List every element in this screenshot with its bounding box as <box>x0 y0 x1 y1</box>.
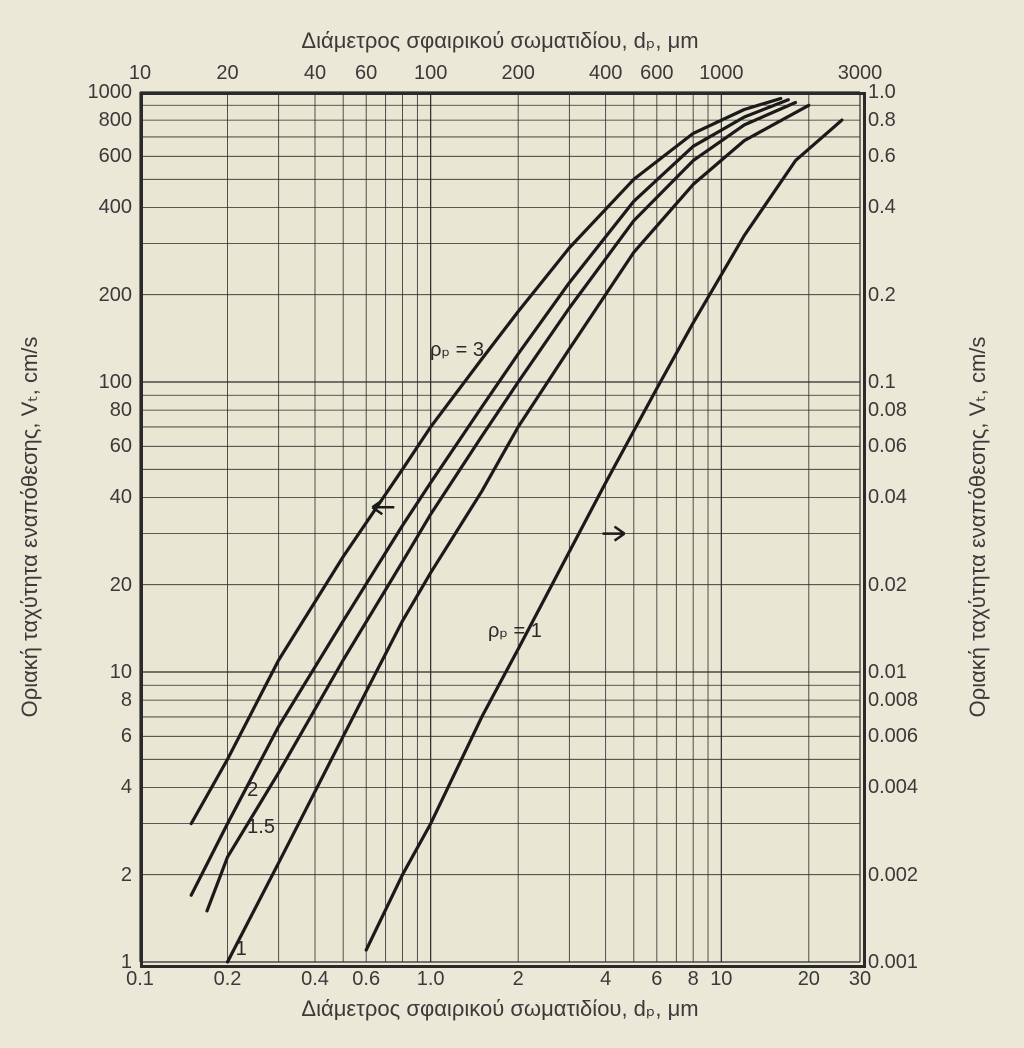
tick-label: 600 <box>99 145 132 168</box>
tick-label: 200 <box>99 284 132 307</box>
tick-label: 200 <box>501 62 534 85</box>
tick-label: 1.0 <box>417 968 445 991</box>
chart-container: Διάμετρος σφαιρικού σωματιδίου, dₚ, μm Δ… <box>0 0 1024 1048</box>
tick-label: 0.4 <box>868 196 896 219</box>
curve-label-rho_1_right: ρₚ = 1 <box>488 618 542 643</box>
tick-label: 1000 <box>88 81 133 104</box>
tick-label: 600 <box>640 62 673 85</box>
curve-rho_1_left <box>228 105 809 962</box>
arrow-left <box>372 500 394 514</box>
tick-label: 0.02 <box>868 574 907 597</box>
curve-label-rho_1_left: 1 <box>236 938 247 961</box>
tick-label: 100 <box>414 62 447 85</box>
tick-label: 0.1 <box>868 371 896 394</box>
tick-label: 10 <box>110 661 132 684</box>
curve-label-rho_1.5_left: 1.5 <box>247 816 275 839</box>
tick-label: 0.2 <box>214 968 242 991</box>
tick-label: 0.6 <box>868 145 896 168</box>
tick-label: 0.06 <box>868 435 907 458</box>
curve-rho_1.5_left <box>207 103 796 911</box>
tick-label: 1000 <box>699 62 744 85</box>
curve-rho_3_left <box>191 99 781 824</box>
tick-label: 40 <box>304 62 326 85</box>
tick-label: 60 <box>110 435 132 458</box>
tick-label: 0.008 <box>868 689 918 712</box>
tick-label: 1.0 <box>868 81 896 104</box>
tick-label: 60 <box>355 62 377 85</box>
curve-label-rho_3_left: ρₚ = 3 <box>430 337 484 362</box>
tick-label: 0.2 <box>868 284 896 307</box>
tick-label: 20 <box>798 968 820 991</box>
tick-label: 0.08 <box>868 399 907 422</box>
tick-label: 0.04 <box>868 486 907 509</box>
tick-label: 400 <box>589 62 622 85</box>
tick-label: 40 <box>110 486 132 509</box>
tick-label: 4 <box>121 776 132 799</box>
tick-label: 1 <box>121 951 132 974</box>
tick-label: 0.006 <box>868 725 918 748</box>
tick-label: 20 <box>110 574 132 597</box>
tick-label: 6 <box>651 968 662 991</box>
tick-label: 80 <box>110 399 132 422</box>
tick-label: 8 <box>688 968 699 991</box>
tick-label: 10 <box>129 62 151 85</box>
tick-label: 6 <box>121 725 132 748</box>
tick-label: 0.4 <box>301 968 329 991</box>
curve-label-rho_2_left: 2 <box>247 779 258 802</box>
tick-label: 0.004 <box>868 776 918 799</box>
tick-label: 0.002 <box>868 864 918 887</box>
tick-label: 2 <box>121 864 132 887</box>
arrow-right <box>603 527 625 541</box>
curve-rho_2_left <box>191 100 788 895</box>
tick-label: 400 <box>99 196 132 219</box>
curve-rho_1_right <box>366 120 842 950</box>
tick-label: 800 <box>99 109 132 132</box>
tick-label: 0.6 <box>352 968 380 991</box>
tick-label: 10 <box>710 968 732 991</box>
tick-label: 0.001 <box>868 951 918 974</box>
tick-label: 20 <box>216 62 238 85</box>
tick-label: 100 <box>99 371 132 394</box>
tick-label: 8 <box>121 689 132 712</box>
tick-label: 0.01 <box>868 661 907 684</box>
tick-label: 2 <box>513 968 524 991</box>
tick-label: 4 <box>600 968 611 991</box>
tick-label: 0.8 <box>868 109 896 132</box>
